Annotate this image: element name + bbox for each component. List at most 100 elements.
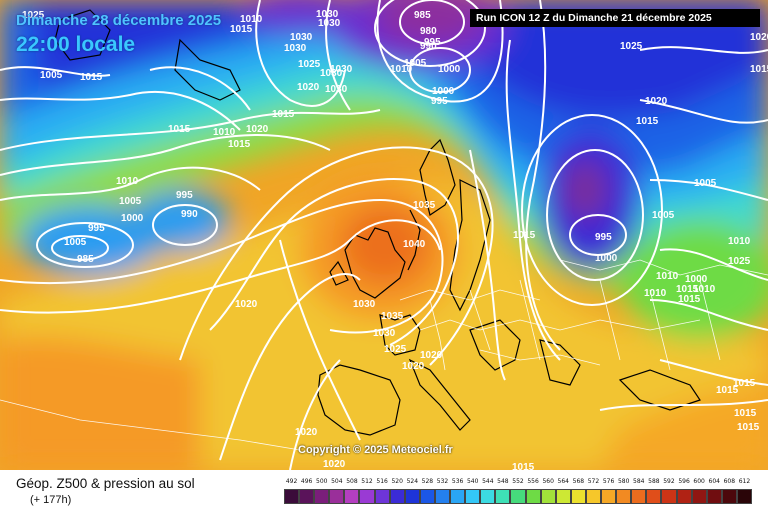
color-scale-label: 612 — [738, 478, 751, 485]
isobar-label: 985 — [414, 10, 431, 21]
color-scale-swatch — [314, 489, 330, 504]
forecast-date: Dimanche 28 décembre 2025 — [16, 12, 222, 29]
color-scale-label: 588 — [648, 478, 660, 485]
isobar-label: 980 — [420, 26, 437, 37]
isobar-label: 1005 — [652, 210, 675, 221]
isobar-label: 1020 — [645, 96, 668, 107]
isobar-label: 1020 — [235, 299, 258, 310]
isobar-label: 1015 — [750, 64, 768, 75]
color-scale-label: 548 — [497, 478, 509, 485]
isobar-label: 1030 — [316, 9, 339, 20]
color-scale-swatch — [495, 489, 511, 504]
color-scale-label: 592 — [663, 478, 675, 485]
color-scale-swatch — [706, 489, 722, 504]
isobar-label: 1005 — [404, 58, 427, 69]
isobar-label: 1030 — [290, 32, 313, 43]
isobar-label: 1005 — [119, 196, 142, 207]
isobar-label: 1015 — [733, 378, 756, 389]
color-scale-label: 560 — [542, 478, 554, 485]
isobar-label: 1000 — [438, 64, 461, 75]
isobar-label: 1015 — [678, 294, 701, 305]
color-scale-label: 600 — [693, 478, 705, 485]
isobar-label: 1030 — [330, 64, 353, 75]
isobar-label: 1010 — [656, 271, 679, 282]
isobar-label: 1020 — [246, 124, 269, 135]
isobar-label: 1040 — [403, 239, 426, 250]
lead-time: (+ 177h) — [30, 494, 72, 506]
isobar-label: 1020 — [402, 361, 425, 372]
isobar-label: 1005 — [40, 70, 63, 81]
isobar-label: 995 — [88, 223, 105, 234]
color-scale-swatch — [329, 489, 345, 504]
isobar-label: 995 — [431, 96, 448, 107]
color-scale-label: 492 — [285, 478, 298, 485]
isobar-label: 1000 — [121, 213, 144, 224]
isobar-label: 1030 — [353, 299, 376, 310]
color-scale-label: 564 — [557, 478, 569, 485]
isobar-label: 1030 — [373, 328, 396, 339]
isobar-label: 990 — [181, 209, 198, 220]
color-scale-swatch — [419, 489, 435, 504]
isobar-label: 1010 — [213, 127, 236, 138]
isobar-label: 1010 — [728, 236, 751, 247]
isobar-label: 1010 — [644, 288, 667, 299]
isobar-label: 1015 — [734, 408, 757, 419]
color-scale-swatch — [404, 489, 420, 504]
isobar-label: 995 — [595, 232, 612, 243]
color-scale-label: 528 — [421, 478, 434, 485]
color-scale-label: 608 — [723, 478, 736, 485]
color-scale-label: 508 — [346, 478, 358, 485]
isobar-label: 1020 — [297, 82, 320, 93]
isobar-label: 1030 — [320, 68, 343, 79]
color-scale-swatch — [570, 489, 586, 504]
color-scale-swatch — [691, 489, 707, 504]
isobar-label: 990 — [420, 41, 437, 52]
isobar-label: 1005 — [694, 178, 717, 189]
isobar-label: 1015 — [513, 230, 536, 241]
color-scale-label: 584 — [633, 478, 645, 485]
isobar-label: 1025 — [384, 344, 407, 355]
isobar-label: 1015 — [716, 385, 739, 396]
isobar-label: 1035 — [413, 200, 436, 211]
isobar-label: 1015 — [168, 124, 191, 135]
isobar-label: 1005 — [64, 237, 87, 248]
forecast-time: 22:00 locale — [16, 33, 136, 56]
isobar-label: 1020 — [420, 350, 443, 361]
map-canvas: 1025 1015 1030 1030 1010 1030 1030 1025 … — [0, 0, 768, 470]
color-scale-label: 504 — [331, 478, 343, 485]
weather-map: 1025 1015 1030 1030 1010 1030 1030 1025 … — [0, 0, 768, 470]
isobar-label: 1010 — [116, 176, 139, 187]
color-scale-swatch — [721, 489, 737, 504]
color-scale-swatch — [374, 489, 390, 504]
country-borders — [0, 259, 768, 451]
isobar-label: 1025 — [620, 41, 643, 52]
color-scale-swatches — [284, 489, 752, 504]
isobar-label: 995 — [424, 37, 441, 48]
color-scale-swatch — [540, 489, 556, 504]
isobar-label: 985 — [77, 254, 94, 265]
color-scale-swatch — [585, 489, 602, 504]
color-scale-swatch — [676, 489, 692, 504]
isobar-label: 1010 — [390, 64, 413, 75]
isobar-label: 1015 — [737, 422, 760, 433]
color-scale-label: 540 — [466, 478, 479, 485]
color-scale-swatch — [465, 489, 481, 504]
color-scale-swatch — [616, 489, 632, 504]
color-scale-label: 604 — [708, 478, 720, 485]
color-scale-swatch — [736, 489, 752, 504]
isobar-label: 1015 — [230, 24, 253, 35]
color-scale-swatch — [646, 489, 662, 504]
isobar-label: 1025 — [298, 59, 321, 70]
isobar-label: 1015 — [80, 72, 103, 83]
isobar-label: 1030 — [325, 84, 348, 95]
color-scale-label: 516 — [376, 478, 388, 485]
color-scale-label: 568 — [572, 478, 585, 485]
color-scale-label: 500 — [316, 478, 328, 485]
isobar-label: 1015 — [636, 116, 659, 127]
isobar-label: 1025 — [728, 256, 751, 267]
isobar-label: 1000 — [685, 274, 708, 285]
isobar-label: 1010 — [693, 284, 716, 295]
color-scale-swatch — [480, 489, 496, 504]
isobar-label: 1015 — [272, 109, 295, 120]
copyright-notice: Copyright © 2025 Meteociel.fr — [298, 444, 453, 456]
